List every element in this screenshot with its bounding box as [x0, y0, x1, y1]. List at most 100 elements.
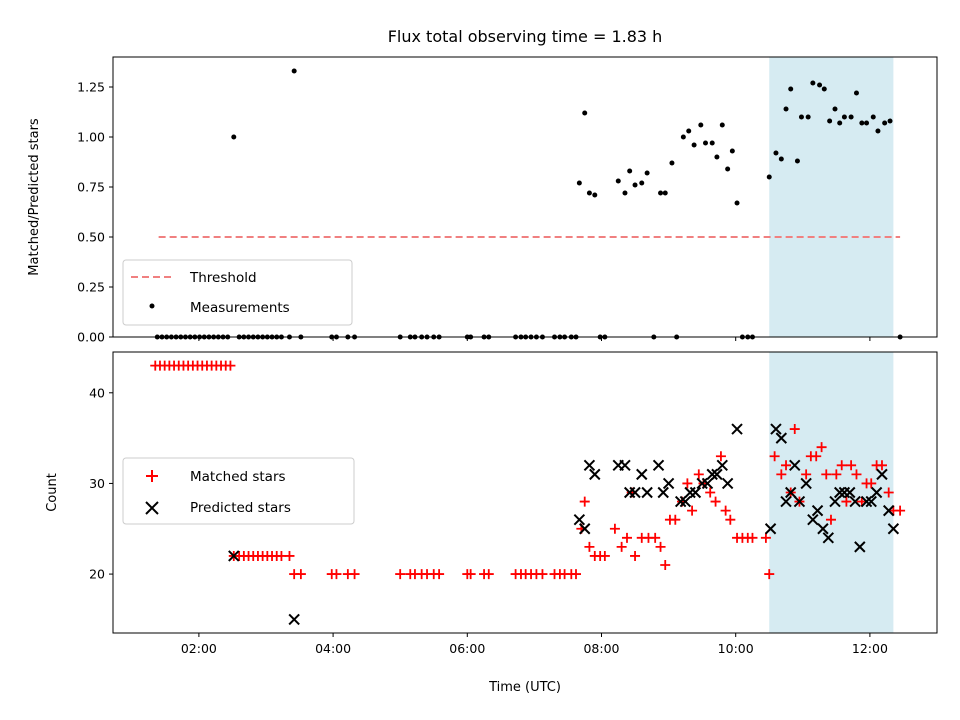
- predicted-star-point: [731, 423, 743, 435]
- bottom-axes-frame: [112, 351, 938, 634]
- matched-star-point: [660, 560, 671, 571]
- top-x-ticks: [198, 337, 871, 341]
- matched-star-point: [866, 478, 877, 489]
- measurement-point: [821, 86, 827, 92]
- top-legend: Threshold Measurements: [122, 259, 353, 326]
- matched-star-point: [725, 514, 736, 525]
- measurement-point: [827, 118, 833, 124]
- top-highlight-span: [769, 57, 894, 337]
- x-axis-label: Time (UTC): [488, 680, 561, 695]
- bottom-y-axis-label: Count: [45, 473, 60, 512]
- measurement-point: [709, 140, 715, 146]
- predicted-star-point: [849, 495, 861, 508]
- measurement-point: [859, 120, 865, 126]
- x-tick-label: 12:00: [852, 641, 888, 656]
- matched-star-point: [693, 469, 704, 480]
- matched-star-point: [616, 541, 627, 552]
- matched-star-point: [811, 451, 822, 462]
- matched-star-point: [769, 451, 780, 462]
- matched-star-point: [846, 460, 857, 471]
- matched-star-point: [579, 496, 590, 507]
- measurement-point: [662, 190, 668, 196]
- bottom-x-ticks: 02:00 04:00 06:00 08:00 10:00 12:00: [181, 633, 888, 656]
- matched-star-point: [570, 569, 581, 580]
- predicted-star-point: [684, 486, 696, 499]
- predicted-star-point: [706, 468, 718, 481]
- matched-star-point: [655, 541, 666, 552]
- predicted-star-points: [228, 423, 900, 626]
- measurement-point: [794, 158, 800, 164]
- predicted-star-point: [711, 468, 723, 481]
- matched-star-point: [876, 460, 887, 471]
- predicted-star-point: [829, 495, 841, 508]
- matched-star-point: [621, 532, 632, 543]
- legend-threshold-label: Threshold: [189, 270, 257, 286]
- y-tick-label: 0.50: [77, 230, 105, 245]
- predicted-star-point: [860, 495, 873, 508]
- predicted-star-point: [793, 495, 806, 508]
- legend-matched-swatch: [146, 470, 158, 482]
- predicted-star-point: [589, 468, 601, 481]
- matched-star-point: [760, 532, 771, 543]
- measurement-point: [832, 106, 838, 112]
- measurement-point: [853, 90, 859, 96]
- matched-star-point: [705, 487, 716, 498]
- measurement-point: [773, 150, 779, 156]
- measurement-point: [714, 154, 720, 160]
- measurement-point: [870, 114, 876, 120]
- measurement-point: [622, 190, 628, 196]
- measurement-point: [576, 180, 582, 186]
- matched-star-point: [831, 469, 842, 480]
- predicted-star-point: [652, 459, 665, 472]
- measurement-point: [644, 170, 650, 176]
- matched-star-point: [895, 505, 906, 516]
- matched-star-point: [284, 550, 295, 561]
- measurement-point: [817, 82, 823, 88]
- measurement-point: [837, 120, 843, 126]
- predicted-star-point: [619, 459, 631, 472]
- predicted-star-point: [811, 504, 824, 517]
- y-tick-label: 0.25: [77, 280, 105, 295]
- predicted-star-point: [573, 513, 586, 526]
- measurement-point: [783, 106, 789, 112]
- measurement-point: [887, 118, 893, 124]
- y-tick-label: 0.00: [77, 330, 105, 345]
- matched-star-point: [720, 505, 731, 516]
- y-tick-label: 20: [89, 567, 105, 582]
- top-axes-frame: [112, 56, 938, 338]
- y-tick-label: 40: [89, 385, 105, 400]
- chart-title: Flux total observing time = 1.83 h: [388, 27, 663, 46]
- measurement-point: [592, 192, 598, 198]
- measurement-point: [864, 120, 870, 126]
- legend-measurements-swatch: [149, 303, 155, 309]
- predicted-star-point: [674, 495, 687, 508]
- matched-star-point: [801, 469, 812, 480]
- predicted-star-point: [657, 486, 669, 499]
- top-legend-box: [122, 259, 353, 326]
- matched-star-points: [150, 360, 906, 580]
- x-tick-label: 10:00: [718, 641, 754, 656]
- predicted-star-point: [770, 423, 782, 435]
- matched-star-point: [682, 478, 693, 489]
- matched-star-point: [841, 496, 852, 507]
- matched-star-point: [670, 514, 681, 525]
- predicted-star-point: [716, 459, 728, 472]
- x-tick-label: 04:00: [315, 641, 351, 656]
- predicted-star-point: [800, 477, 812, 490]
- predicted-star-point: [579, 523, 591, 535]
- measurement-point: [810, 80, 816, 86]
- legend-predicted-swatch: [145, 501, 159, 515]
- matched-star-point: [781, 460, 792, 471]
- predicted-star-point: [662, 477, 675, 490]
- x-tick-label: 08:00: [583, 641, 619, 656]
- predicted-star-point: [775, 432, 788, 444]
- predicted-star-point: [822, 532, 835, 544]
- measurement-point: [698, 122, 704, 128]
- matched-star-point: [434, 569, 445, 580]
- matched-star-point: [851, 469, 862, 480]
- predicted-star-point: [721, 477, 734, 490]
- x-tick-label: 02:00: [181, 641, 217, 656]
- predicted-star-point: [679, 495, 692, 508]
- matched-star-point: [483, 569, 494, 580]
- measurement-point: [703, 140, 709, 146]
